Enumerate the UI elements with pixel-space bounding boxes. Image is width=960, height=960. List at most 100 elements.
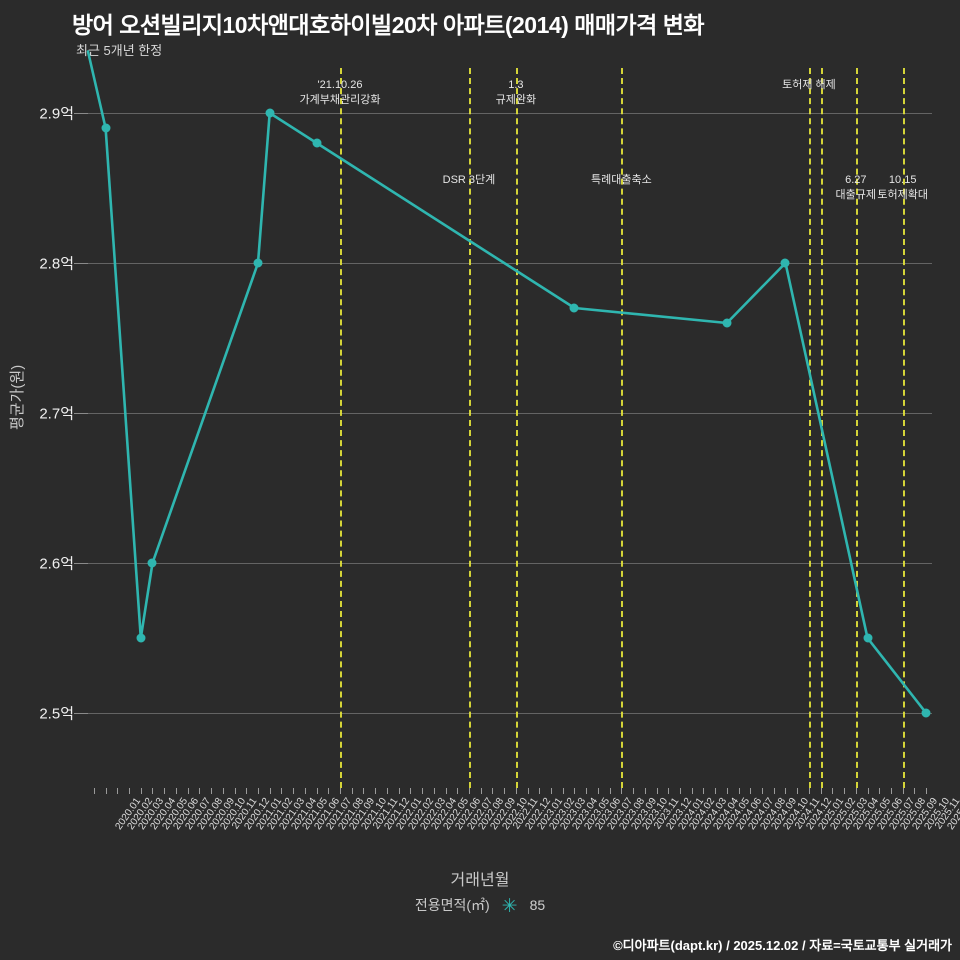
x-tick-mark: [785, 788, 787, 794]
event-label: 1.3 규제완화: [496, 78, 536, 108]
event-line: [515, 68, 518, 788]
x-tick-mark: [410, 788, 412, 794]
x-tick-mark: [679, 788, 681, 794]
event-label-date: 1.3: [508, 79, 524, 91]
x-axis-title: 거래년월: [450, 872, 510, 889]
data-point-marker[interactable]: [722, 318, 732, 328]
x-tick-mark: [316, 788, 318, 794]
data-point-marker[interactable]: [780, 258, 790, 268]
x-tick-mark: [492, 788, 494, 794]
event-line: [340, 68, 343, 788]
data-point-marker[interactable]: [569, 303, 579, 313]
data-point-marker[interactable]: [147, 558, 157, 568]
x-tick-mark: [269, 788, 271, 794]
x-tick-mark: [293, 788, 295, 794]
y-tick-label: 2.7억: [39, 405, 74, 423]
x-tick-mark: [340, 788, 342, 794]
x-tick-mark: [773, 788, 775, 794]
x-tick-mark: [832, 788, 834, 794]
legend-entry-85[interactable]: 85: [529, 897, 546, 913]
x-tick-mark: [879, 788, 881, 794]
x-tick-mark: [597, 788, 599, 794]
x-tick-mark: [586, 788, 588, 794]
event-label-date: 6.27: [845, 174, 867, 186]
x-tick-mark: [304, 788, 306, 794]
x-tick-mark: [808, 788, 810, 794]
x-tick-mark: [211, 788, 213, 794]
y-tick-label: 2.5억: [39, 705, 74, 723]
y-tick-mark: [74, 713, 88, 714]
event-line: [468, 68, 471, 788]
x-tick-mark: [656, 788, 658, 794]
data-point-marker[interactable]: [312, 138, 322, 148]
event-line: [808, 68, 811, 788]
y-tick-mark: [74, 263, 88, 264]
data-point-marker[interactable]: [136, 633, 146, 643]
x-tick-mark: [468, 788, 470, 794]
x-tick-mark: [480, 788, 482, 794]
x-tick-mark: [726, 788, 728, 794]
x-tick-mark: [609, 788, 611, 794]
footer-credit: ©디아파트(dapt.kr) / 2025.12.02 / 자료=국토교통부 실…: [613, 938, 952, 953]
y-axis-title: 평균가(원): [9, 364, 26, 430]
x-tick-mark: [621, 788, 623, 794]
legend-title: 전용면적(㎡): [414, 897, 490, 913]
data-point-marker[interactable]: [863, 633, 873, 643]
x-tick-mark: [222, 788, 224, 794]
event-label-text: 토허제확대: [877, 188, 928, 201]
event-line: [621, 68, 624, 788]
x-tick-mark: [199, 788, 201, 794]
x-tick-mark: [386, 788, 388, 794]
x-tick-mark: [668, 788, 670, 794]
x-tick-mark: [152, 788, 154, 794]
x-tick-mark: [281, 788, 283, 794]
y-tick-label: 2.9억: [39, 105, 74, 123]
x-tick-mark: [890, 788, 892, 794]
x-tick-mark: [187, 788, 189, 794]
x-tick-mark: [515, 788, 517, 794]
x-tick-mark: [926, 788, 928, 794]
event-label: 10.15 토허제확대: [877, 173, 928, 203]
event-label: DSR 3단계: [443, 173, 496, 188]
x-tick-mark: [539, 788, 541, 794]
gridline: [88, 713, 932, 714]
y-tick-mark: [74, 413, 88, 414]
data-point-marker[interactable]: [101, 123, 111, 133]
x-tick-mark: [844, 788, 846, 794]
event-label-text: 토허제 해제: [782, 79, 836, 91]
event-label-text: 규제완화: [495, 93, 537, 106]
x-tick-mark: [422, 788, 424, 794]
y-tick-mark: [74, 563, 88, 564]
data-point-marker[interactable]: [921, 708, 931, 718]
event-label-text: DSR 3단계: [442, 174, 496, 186]
gridline: [88, 113, 932, 114]
x-tick-mark: [105, 788, 107, 794]
page-subtitle: 최근 5개년 한정: [76, 43, 163, 58]
gridline: [88, 413, 932, 414]
data-point-marker[interactable]: [253, 258, 263, 268]
data-point-marker[interactable]: [265, 108, 275, 118]
x-tick-mark: [797, 788, 799, 794]
event-label-text: 대출규제: [835, 188, 877, 201]
event-line: [855, 68, 858, 788]
x-tick-mark: [914, 788, 916, 794]
x-tick-mark: [644, 788, 646, 794]
x-tick-mark: [351, 788, 353, 794]
x-tick-mark: [140, 788, 142, 794]
y-tick-mark: [74, 113, 88, 114]
x-tick-mark: [750, 788, 752, 794]
x-tick-mark: [328, 788, 330, 794]
x-tick-mark: [820, 788, 822, 794]
series-line-85: [86, 50, 928, 715]
x-tick-mark: [398, 788, 400, 794]
event-label: '21.10.26 가계부채관리강화: [300, 78, 381, 108]
x-tick-mark: [855, 788, 857, 794]
x-tick-mark: [527, 788, 529, 794]
x-tick-mark: [902, 788, 904, 794]
legend-marker-icon: ✳: [501, 895, 518, 917]
x-tick-mark: [175, 788, 177, 794]
event-label: 특례대출축소: [591, 173, 652, 188]
x-tick-mark: [257, 788, 259, 794]
x-tick-mark: [246, 788, 248, 794]
